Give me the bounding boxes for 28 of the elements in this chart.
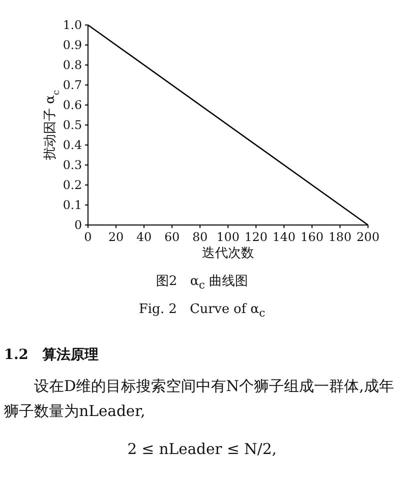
y-tick-label: 0.5 — [62, 118, 82, 132]
x-tick-label: 180 — [328, 230, 352, 244]
text: 2 ≤ nLeader ≤ N/2, — [126, 440, 278, 458]
y-tick-label: 0.7 — [62, 78, 82, 92]
y-tick-label: 0.2 — [62, 178, 82, 192]
y-tick-label: 0.6 — [62, 98, 82, 112]
x-tick-label: 80 — [192, 230, 208, 244]
x-tick-label: 160 — [300, 230, 324, 244]
x-axis-title: 迭代次数 — [202, 246, 254, 261]
x-tick-label: 20 — [108, 230, 124, 244]
text: 1.2 算法原理 — [4, 346, 100, 364]
y-tick-label: 1.0 — [62, 18, 82, 32]
x-tick-label: 200 — [356, 230, 380, 244]
x-tick-label: 100 — [216, 230, 240, 244]
caption: 图2 α$_{c}$ 曲线图 — [154, 273, 250, 292]
x-tick-label: 60 — [164, 230, 180, 244]
y-tick-label: 0.3 — [62, 158, 82, 172]
x-tick-label: 40 — [136, 230, 152, 244]
y-tick-label: 0.9 — [62, 38, 82, 52]
y-tick-label: 0.4 — [62, 138, 82, 152]
caption: Fig. 2 Curve of α$_{c}$ — [138, 301, 266, 320]
x-tick-label: 0 — [84, 230, 92, 244]
y-tick-label: 0.8 — [62, 58, 82, 72]
x-tick-label: 140 — [272, 230, 296, 244]
y-tick-label: 0.1 — [62, 198, 82, 212]
y-tick-label: 0 — [74, 218, 82, 232]
text: 设在D维的目标搜索空间中有N个狮子组成一群体,成年狮子数量为nLeader, — [4, 376, 395, 422]
x-tick-label: 120 — [244, 230, 268, 244]
